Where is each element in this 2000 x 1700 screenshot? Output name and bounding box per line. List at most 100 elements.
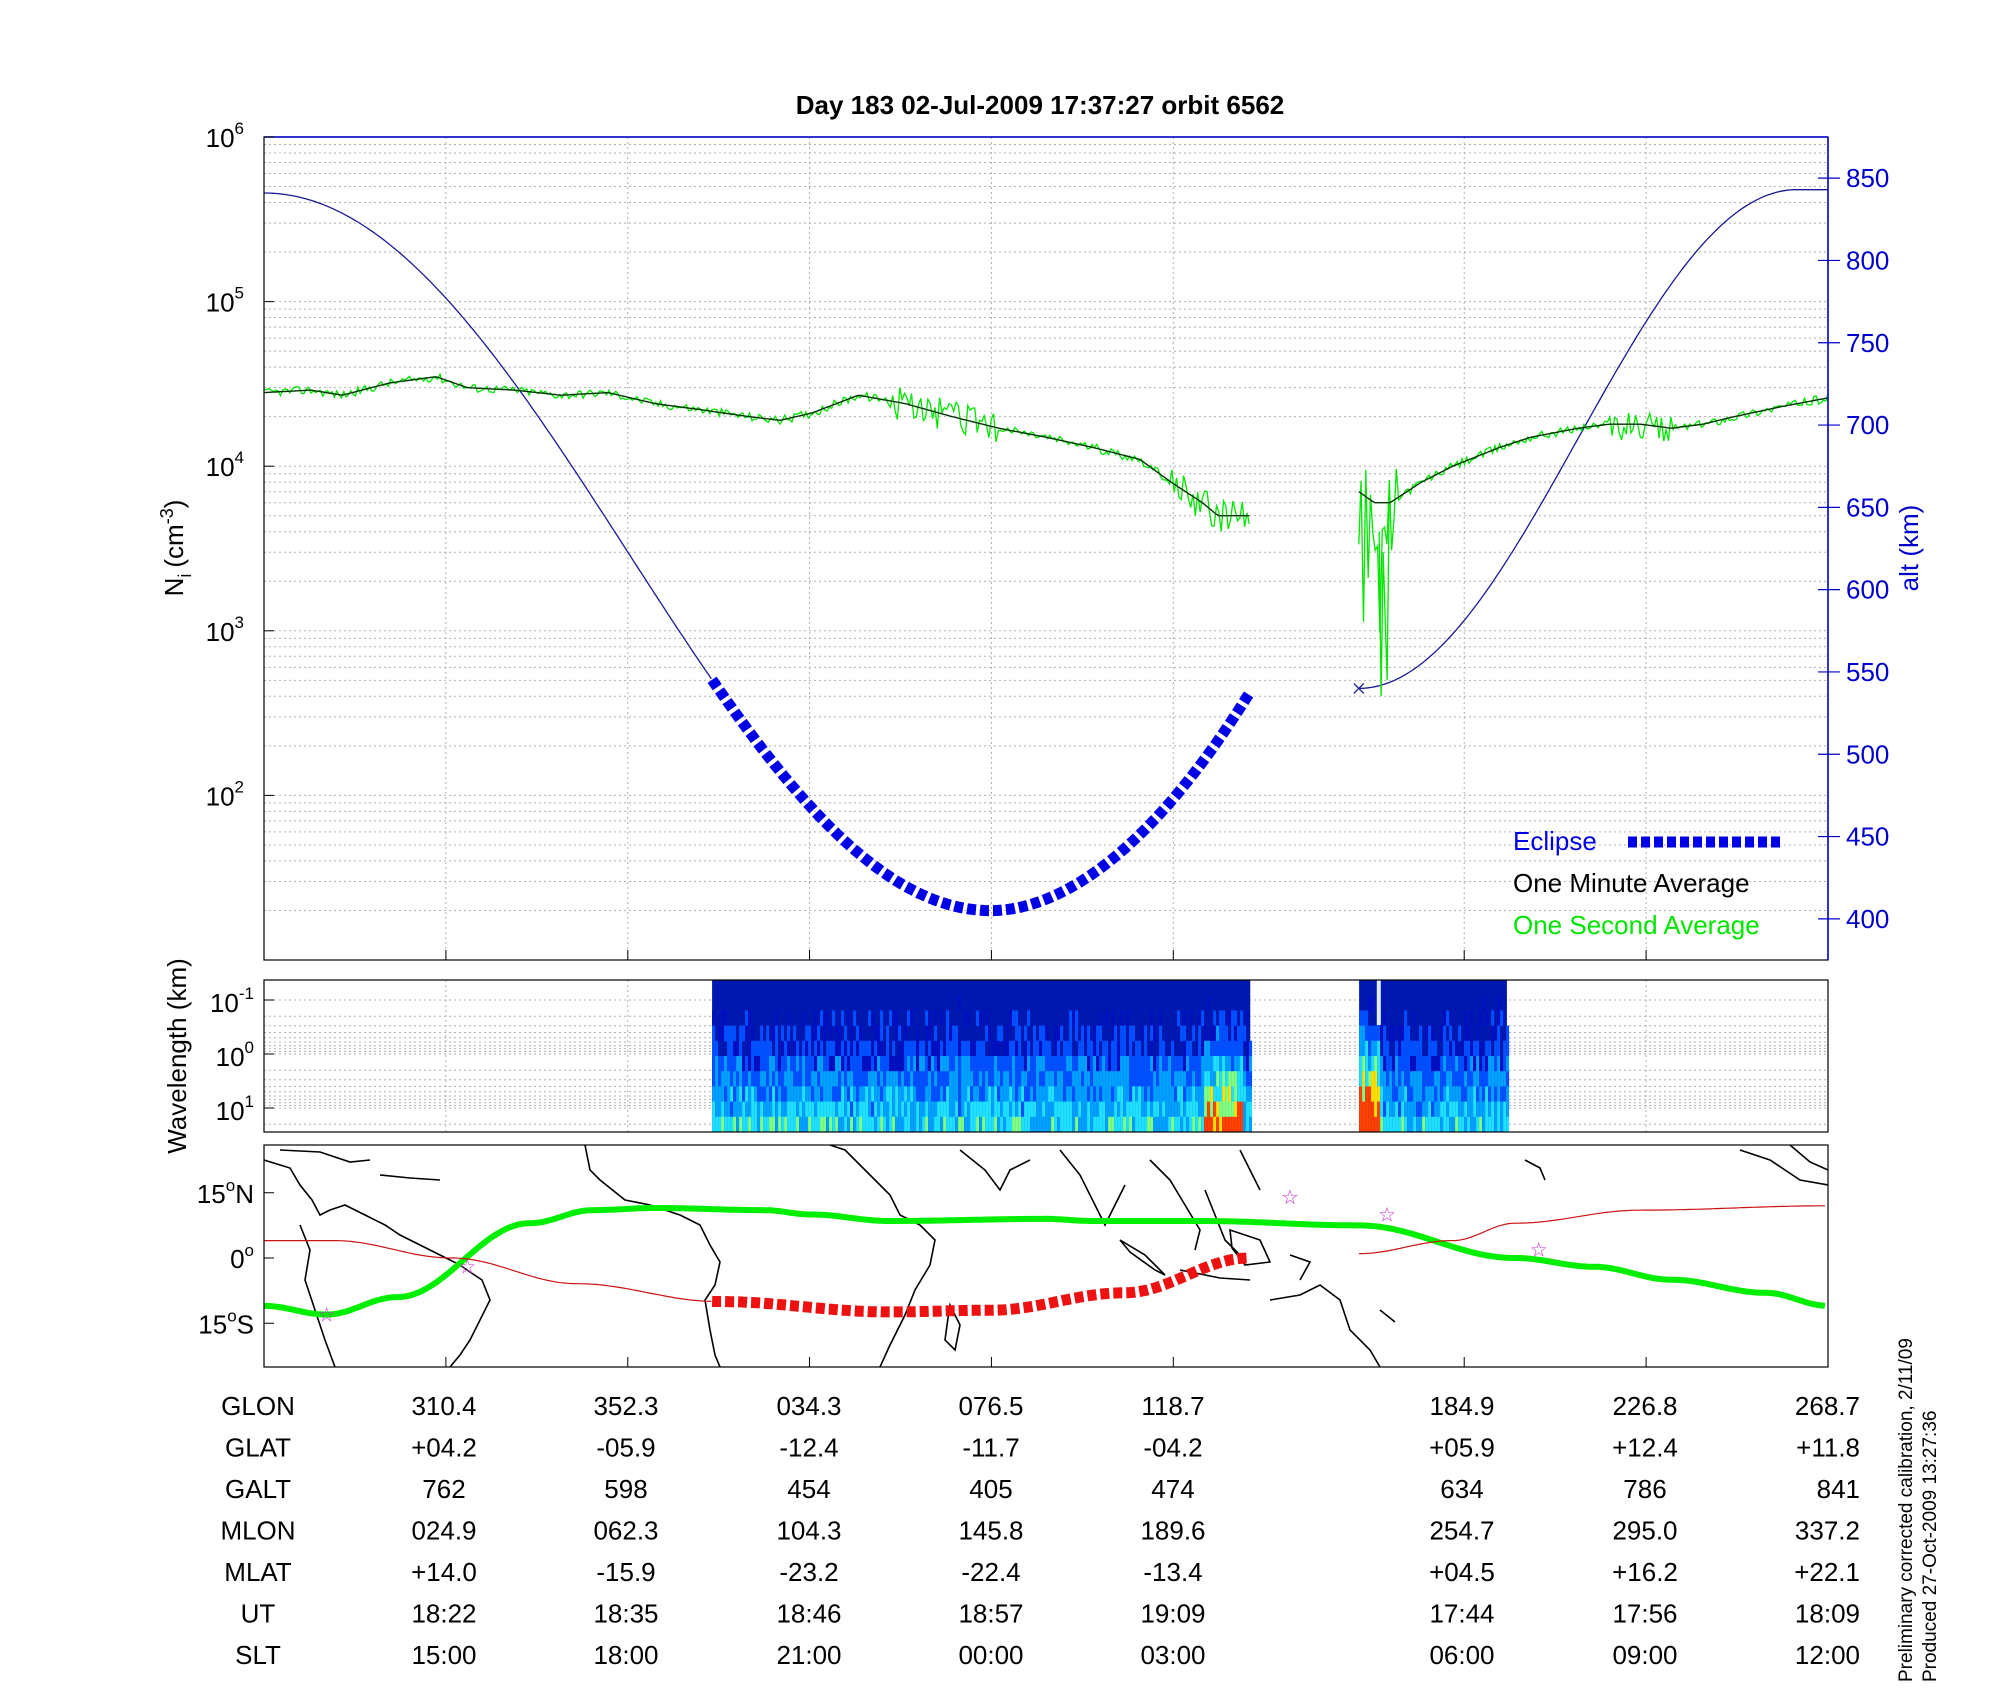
spectrogram-cell [1425, 1116, 1429, 1133]
spectrogram-cell [910, 1116, 914, 1133]
table-cell: 762 [422, 1474, 465, 1504]
spectrogram-cell [775, 1101, 779, 1118]
spectrogram-cell [943, 1040, 947, 1057]
spectrogram-cell [1138, 1086, 1142, 1103]
spectrogram-cell [988, 1056, 992, 1072]
spectrogram-cell [718, 1086, 722, 1103]
spectrogram-cell [967, 1101, 971, 1118]
spectrogram-cell [997, 1040, 1001, 1057]
spectrogram-cell [1042, 1056, 1046, 1072]
spectrogram-cell [1126, 1056, 1130, 1072]
spectrogram-cell [1440, 1056, 1444, 1072]
spectrogram-cell [1174, 1116, 1178, 1133]
spectrogram-cell [1072, 1010, 1076, 1027]
spectrogram-cell [1410, 1086, 1414, 1103]
spectrogram-cell [1434, 1040, 1438, 1057]
spectrogram-cell [1090, 1116, 1094, 1133]
spectrogram-cell [1039, 1101, 1043, 1118]
spectrogram-cell [1093, 1056, 1097, 1072]
spectrogram-cell [748, 1010, 752, 1027]
spectrogram-cell [1228, 1056, 1232, 1072]
spectrogram-cell [1437, 1116, 1441, 1133]
spectrogram-cell [760, 1101, 764, 1118]
spectrogram-cell [1476, 1086, 1480, 1103]
spectrogram-cell [748, 1086, 752, 1103]
spectrogram-cell [1162, 1056, 1166, 1072]
spectrogram-cell [1377, 1071, 1381, 1087]
spectrogram-cell [754, 1116, 758, 1133]
spectrogram-cell [859, 1071, 863, 1087]
table-cell: -12.4 [779, 1433, 838, 1463]
spectrogram-cell [1440, 1086, 1444, 1103]
spectrogram-cell [1096, 1056, 1100, 1072]
spectrogram-cell [1024, 1056, 1028, 1072]
spectrogram-cell [946, 1086, 950, 1103]
spectrogram-cell [1428, 1056, 1432, 1072]
spectrogram-cell [790, 1071, 794, 1087]
spectrogram-cell [1207, 1071, 1211, 1087]
spectrogram-cell [772, 1086, 776, 1103]
spectrogram-cell [1219, 1101, 1223, 1118]
spectrogram-cell [1012, 1040, 1016, 1057]
spectrogram-cell [1177, 1116, 1181, 1133]
spectrogram-cell [754, 1040, 758, 1057]
spectrogram-cell [886, 1056, 890, 1072]
spectrogram-cell [1099, 1056, 1103, 1072]
spectrogram-cell [964, 1010, 968, 1027]
spectrogram-cell [1210, 1086, 1214, 1103]
spectrogram-cell [1419, 1101, 1423, 1118]
spectrogram-cell [1416, 1056, 1420, 1072]
spectrogram-cell [754, 1056, 758, 1072]
spectrogram-cell [940, 1101, 944, 1118]
spectrogram-cell [913, 1116, 917, 1133]
spectrogram-cell [1021, 1116, 1025, 1133]
spectrogram-cell [1479, 1071, 1483, 1087]
spectrogram-cell [1099, 1116, 1103, 1133]
table-cell: 18:35 [593, 1599, 658, 1629]
spectrogram-cell [1431, 1071, 1435, 1087]
spectrogram-cell [787, 1101, 791, 1118]
spectrogram-cell [1380, 1056, 1384, 1072]
spectrogram-cell [736, 1056, 740, 1072]
spectrogram-cell [1087, 1116, 1091, 1133]
spectrogram-cell [907, 1086, 911, 1103]
spectrogram-cell [805, 1071, 809, 1087]
spectrogram-cell [844, 1040, 848, 1057]
spectrogram-cell [979, 1040, 983, 1057]
table-cell: 12:00 [1795, 1640, 1860, 1670]
spectrogram-cell [1494, 1116, 1498, 1133]
spectrogram-cell [1452, 1101, 1456, 1118]
spectrogram-cell [1228, 1040, 1232, 1057]
spectrogram-cell [826, 1056, 830, 1072]
spectrogram-cell [1407, 1056, 1411, 1072]
spectrogram-cell [1048, 1101, 1052, 1118]
spectrogram-cell [1228, 1010, 1232, 1027]
spectrogram-cell [901, 1071, 905, 1087]
spectrogram-cell [1036, 1071, 1040, 1087]
spectrogram-cell [1234, 1056, 1238, 1072]
spectrogram-cell [1380, 1071, 1384, 1087]
spectrogram-cell [1159, 1086, 1163, 1103]
spectrogram-cell [1021, 1071, 1025, 1087]
spectrogram-cell [1144, 1025, 1148, 1042]
spectrogram-cell [1171, 1086, 1175, 1103]
spectrogram-cell [1204, 1071, 1208, 1087]
right-tick-label: 600 [1846, 575, 1889, 605]
spectrogram-cell [1473, 1071, 1477, 1087]
spectrogram-cell [1117, 1101, 1121, 1118]
table-cell: 310.4 [411, 1391, 476, 1421]
spectrogram-cell [1407, 1025, 1411, 1042]
spectrogram-cell [823, 1116, 827, 1133]
spectrogram-cell [1467, 1025, 1471, 1042]
spectrogram-cell [892, 1010, 896, 1027]
spectrogram-cell [1237, 1101, 1241, 1118]
spectrogram-cell [1060, 1025, 1064, 1042]
spectrogram-cell [1506, 1071, 1510, 1087]
spectrogram-cell [850, 1116, 854, 1133]
spectrogram-cell [1111, 1101, 1115, 1118]
spectrogram-cell [997, 1056, 1001, 1072]
spectrogram-cell [1476, 1025, 1480, 1042]
spectrogram-cell [1114, 1025, 1118, 1042]
spectrogram-cell [1045, 1040, 1049, 1057]
spectrogram-cell [898, 1116, 902, 1133]
